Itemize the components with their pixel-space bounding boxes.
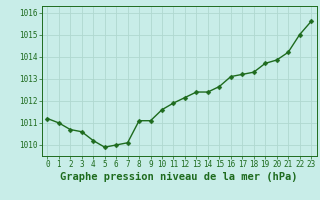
- X-axis label: Graphe pression niveau de la mer (hPa): Graphe pression niveau de la mer (hPa): [60, 172, 298, 182]
